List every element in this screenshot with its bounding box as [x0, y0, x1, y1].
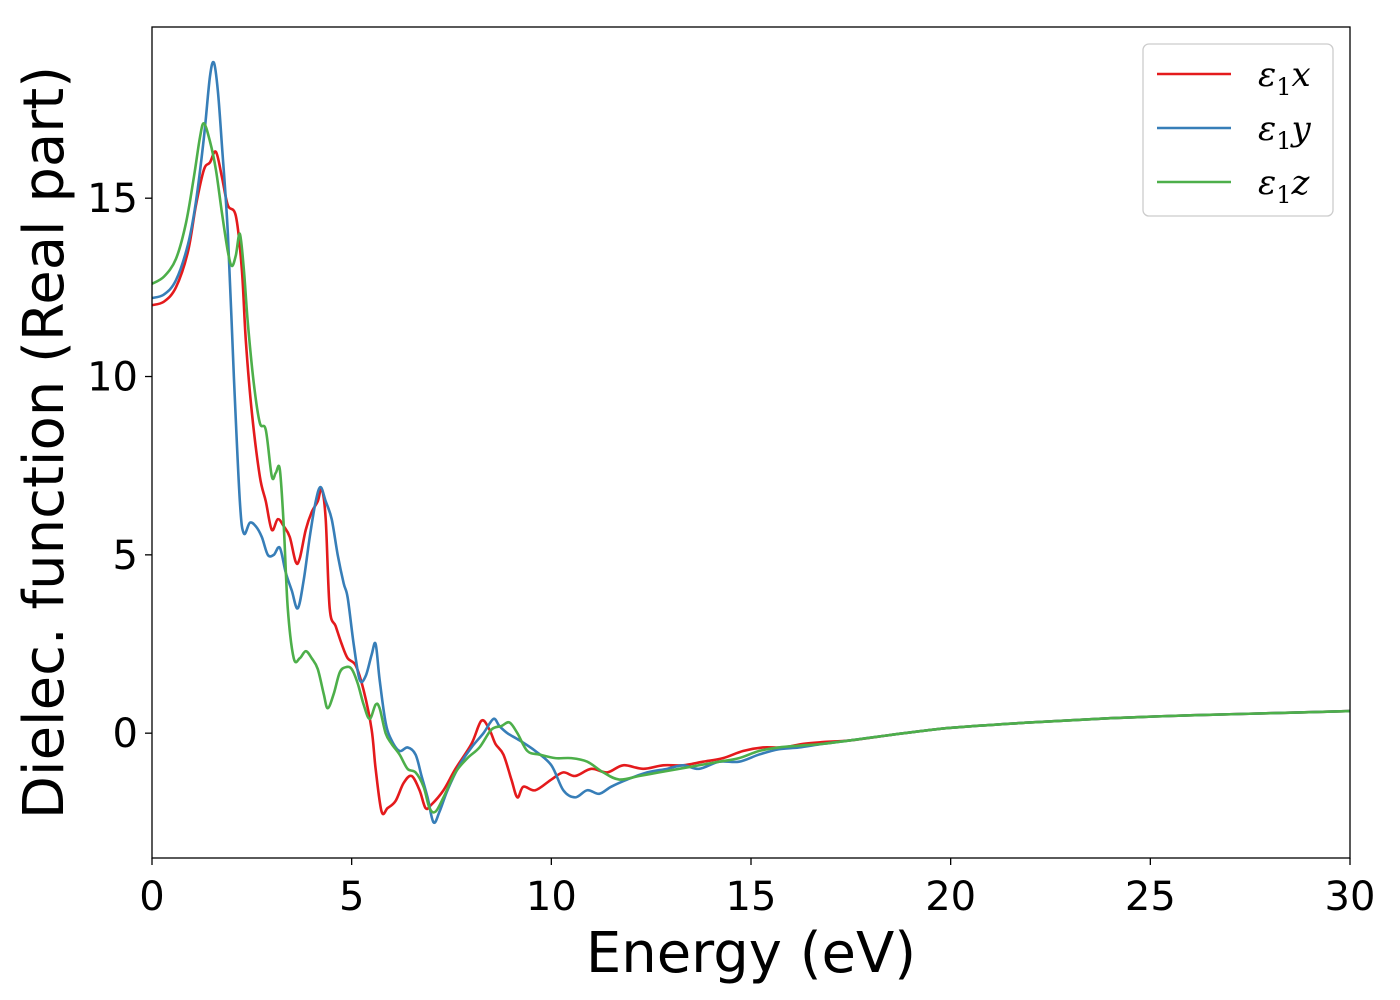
x-tick-label: 5: [339, 874, 364, 920]
legend-box: [1142, 43, 1334, 217]
x-tick-label: 15: [726, 874, 777, 920]
x-tick-label: 20: [925, 874, 976, 920]
y-tick-label: 15: [87, 176, 138, 222]
x-tick-label: 0: [139, 874, 164, 920]
y-tick-label: 0: [113, 711, 138, 757]
y-axis-label: Dielec. function (Real part): [12, 66, 77, 819]
x-tick-label: 30: [1325, 874, 1376, 920]
series-line-z: [152, 122, 1350, 814]
series-line-x: [152, 150, 1350, 816]
x-axis-label: Energy (eV): [586, 921, 916, 986]
legend-label-x: ε1x: [1258, 55, 1311, 101]
legend: ε1x ε1y ε1z: [1142, 43, 1334, 217]
x-tick-label: 25: [1125, 874, 1176, 920]
legend-label-y: ε1y: [1258, 109, 1312, 155]
x-axis-ticks: 0 5 10 15 20 25 30: [139, 858, 1375, 920]
y-tick-label: 5: [113, 533, 138, 579]
series-layer: [152, 60, 1350, 825]
y-tick-label: 10: [87, 355, 138, 401]
y-axis-ticks: 0 5 10 15: [87, 176, 152, 757]
x-tick-label: 10: [526, 874, 577, 920]
legend-label-z: ε1z: [1258, 163, 1311, 209]
